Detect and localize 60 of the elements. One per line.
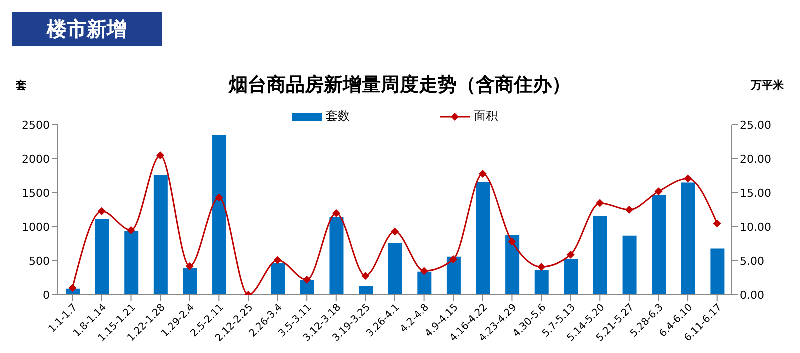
y2-tick-label: 20.00	[740, 152, 772, 166]
y-tick-label: 1000	[22, 220, 50, 234]
point	[508, 238, 516, 246]
bar	[534, 270, 549, 295]
legend-label: 套数	[326, 108, 350, 125]
y2-tick-label: 15.00	[740, 186, 772, 200]
point	[450, 256, 458, 264]
bar	[564, 258, 578, 295]
text: 楼市新增	[12, 12, 162, 46]
bar	[652, 195, 666, 295]
point	[332, 209, 340, 218]
y2-tick-label: 25.00	[740, 118, 772, 132]
point	[68, 284, 77, 292]
point	[303, 276, 312, 284]
bar	[622, 236, 637, 295]
bar	[506, 235, 520, 295]
bar	[183, 268, 198, 295]
point	[596, 199, 604, 208]
bar	[446, 256, 461, 295]
bar	[95, 220, 110, 295]
point	[684, 174, 692, 183]
point	[625, 206, 634, 214]
y2-axis-title: 万平米	[751, 78, 784, 93]
point	[156, 152, 165, 160]
y-tick-label: 500	[29, 254, 50, 268]
y2-tick-label: 0.00	[740, 288, 764, 302]
point	[274, 256, 282, 264]
point	[538, 263, 546, 272]
legend-label: 面积	[474, 108, 498, 125]
bar	[330, 217, 344, 295]
point	[566, 250, 575, 259]
bar	[359, 286, 374, 295]
point	[420, 267, 428, 276]
bar	[418, 272, 432, 295]
bar	[212, 135, 227, 295]
y-tick-label: 0	[43, 288, 50, 302]
point	[654, 188, 663, 196]
bar	[710, 248, 725, 295]
point	[362, 272, 370, 280]
point	[478, 170, 487, 178]
y-tick-label: 1500	[22, 186, 50, 200]
point	[713, 220, 722, 228]
point	[186, 262, 194, 270]
bar	[476, 182, 490, 295]
y2-tick-label: 5.00	[740, 254, 764, 268]
point	[391, 228, 399, 236]
y-tick-label: 2500	[22, 118, 50, 132]
bar	[681, 182, 696, 295]
bar	[124, 231, 139, 295]
point	[98, 207, 106, 216]
y2-tick-label: 10.00	[740, 220, 772, 234]
point	[127, 226, 136, 234]
bar	[593, 216, 608, 295]
y-axis-title: 套	[16, 78, 27, 93]
y-tick-label: 2000	[22, 152, 50, 166]
bar	[388, 243, 402, 295]
bar	[271, 263, 286, 295]
point	[215, 194, 224, 202]
bar	[154, 175, 168, 295]
chart-title: 烟台商品房新增量周度走势（含商住办）	[229, 74, 571, 96]
